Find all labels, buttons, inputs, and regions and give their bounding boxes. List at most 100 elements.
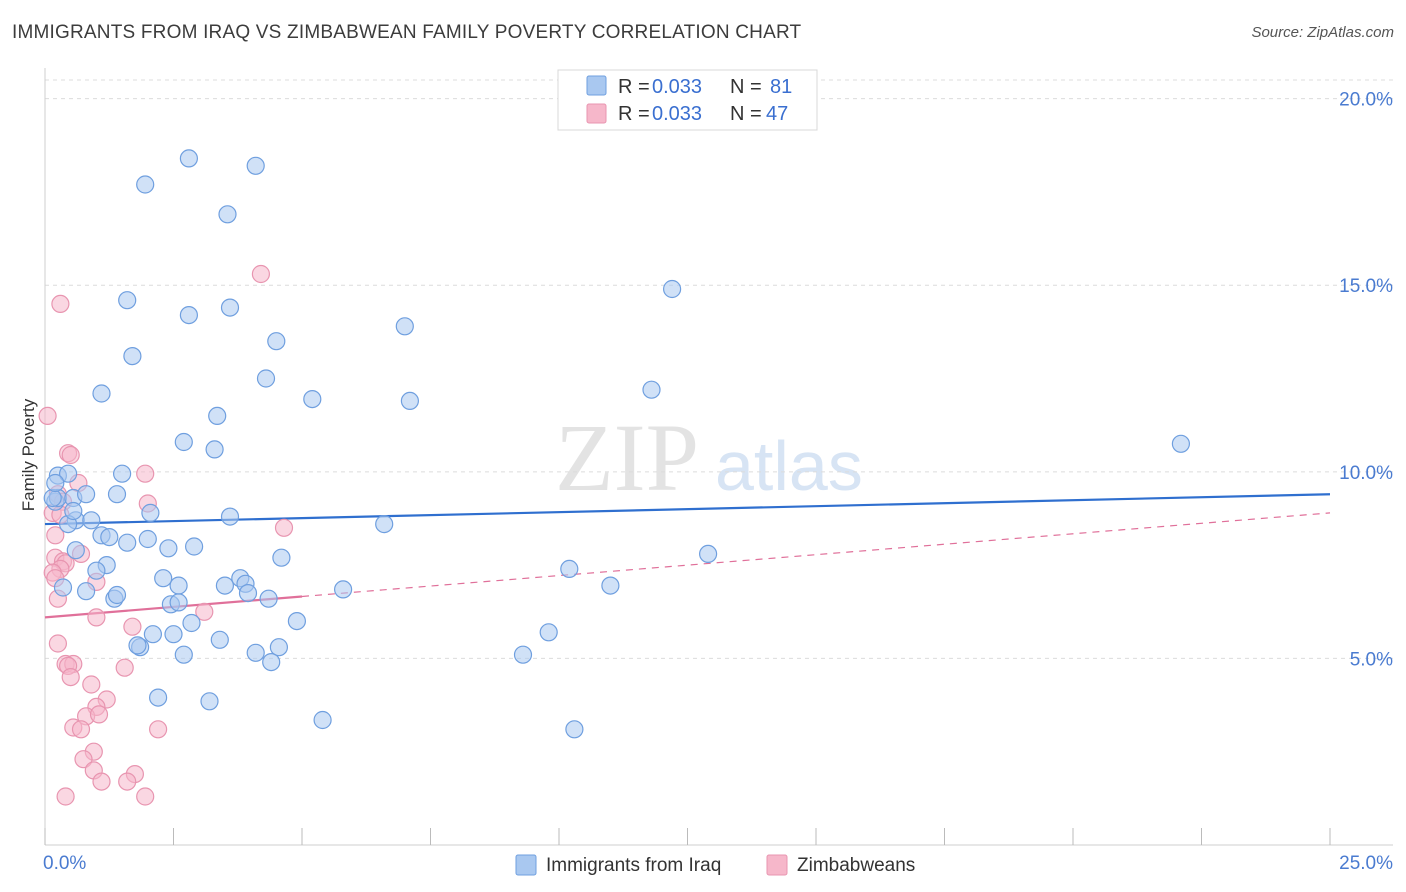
chart-title: IMMIGRANTS FROM IRAQ VS ZIMBABWEAN FAMIL…	[12, 22, 802, 43]
y-tick-label: 5.0%	[1350, 649, 1393, 670]
point-iraq	[208, 406, 227, 425]
x-tick-label-min: 0.0%	[43, 853, 86, 874]
point-iraq	[238, 583, 258, 603]
point-zimbabwe	[82, 675, 101, 694]
point-iraq	[76, 582, 96, 601]
point-zimbabwe	[89, 705, 109, 724]
point-zimbabwe	[123, 617, 142, 636]
point-zimbabwe	[46, 526, 65, 545]
trend-line-iraq	[44, 493, 1331, 526]
point-iraq	[141, 503, 160, 523]
point-iraq	[87, 561, 106, 580]
point-zimbabwe	[149, 720, 168, 739]
point-iraq	[128, 636, 147, 655]
point-iraq	[138, 529, 157, 549]
point-iraq	[220, 298, 240, 317]
point-iraq	[174, 645, 193, 664]
point-iraq	[287, 611, 306, 631]
point-iraq	[154, 569, 173, 588]
point-iraq	[200, 692, 219, 711]
legend-n-label-2: N =	[730, 103, 762, 125]
point-iraq	[313, 710, 332, 730]
x-tick-label-max: 25.0%	[1339, 853, 1393, 874]
legend-r-value-1: 0.033	[652, 76, 702, 98]
point-iraq	[560, 559, 579, 579]
point-iraq	[149, 688, 168, 707]
point-iraq	[400, 391, 419, 410]
legend-n-value-1: 81	[770, 76, 792, 98]
point-iraq	[179, 306, 198, 325]
point-iraq	[100, 527, 119, 547]
y-tick-label: 20.0%	[1339, 90, 1393, 111]
point-iraq	[143, 625, 162, 644]
watermark-atlas: atlas	[715, 427, 863, 505]
point-iraq	[303, 390, 322, 409]
legend-r-label-1: R =	[618, 76, 650, 98]
point-iraq	[698, 544, 718, 564]
data-points	[38, 149, 1191, 806]
point-iraq	[262, 652, 281, 672]
point-zimbabwe	[195, 602, 214, 621]
point-iraq	[218, 205, 237, 224]
legend-n-label-1: N =	[730, 76, 762, 98]
point-iraq	[64, 501, 83, 521]
legend: R = 0.033 N = 81 R = 0.033 N = 47	[557, 69, 818, 131]
y-tick-label: 15.0%	[1339, 276, 1393, 297]
point-iraq	[53, 578, 73, 597]
point-iraq	[43, 488, 62, 508]
point-iraq	[513, 645, 533, 664]
point-iraq	[642, 380, 661, 399]
point-zimbabwe	[51, 294, 70, 313]
point-iraq	[259, 589, 278, 608]
point-iraq	[123, 347, 142, 366]
point-iraq	[182, 613, 201, 633]
point-iraq	[107, 585, 127, 605]
point-iraq	[185, 537, 204, 556]
source-label: Source: ZipAtlas.com	[1251, 24, 1394, 41]
point-iraq	[1171, 434, 1191, 453]
bottom-legend-swatch-iraq	[515, 854, 537, 876]
point-iraq	[334, 580, 353, 599]
legend-n-value-2: 47	[766, 103, 788, 125]
point-iraq	[601, 576, 620, 595]
bottom-legend-swatch-zimbabwe	[766, 854, 788, 876]
point-iraq	[246, 156, 265, 175]
point-iraq	[565, 720, 584, 739]
point-zimbabwe	[115, 658, 134, 677]
point-iraq	[112, 464, 132, 483]
point-iraq	[269, 638, 288, 657]
y-tick-label: 10.0%	[1339, 463, 1393, 484]
point-zimbabwe	[274, 518, 294, 537]
watermark-zip: ZIP	[555, 404, 699, 511]
legend-r-value-2: 0.033	[652, 103, 702, 125]
point-zimbabwe	[56, 787, 75, 806]
bottom-legend: Immigrants from Iraq Zimbabweans	[515, 854, 915, 876]
point-iraq	[174, 432, 193, 452]
point-zimbabwe	[61, 667, 80, 687]
point-iraq	[82, 511, 101, 530]
point-zimbabwe	[251, 264, 270, 284]
legend-swatch-iraq	[586, 75, 607, 96]
point-zimbabwe	[87, 608, 106, 627]
point-iraq	[136, 175, 155, 194]
point-zimbabwe	[38, 406, 57, 425]
legend-r-label-2: R =	[618, 103, 650, 125]
point-zimbabwe	[48, 634, 68, 653]
point-iraq	[256, 369, 276, 388]
point-iraq	[46, 473, 65, 493]
point-iraq	[92, 384, 111, 403]
point-iraq	[272, 548, 291, 567]
point-iraq	[169, 576, 188, 595]
point-iraq	[58, 464, 78, 483]
point-iraq	[118, 291, 137, 310]
point-iraq	[118, 533, 137, 552]
trend-line-zimbabwe-dashed	[301, 512, 1331, 598]
point-zimbabwe	[61, 445, 80, 465]
point-iraq	[205, 440, 224, 459]
point-iraq	[215, 576, 234, 595]
point-zimbabwe	[136, 787, 155, 806]
point-zimbabwe	[136, 464, 155, 483]
point-iraq	[66, 541, 85, 560]
point-iraq	[375, 514, 394, 534]
